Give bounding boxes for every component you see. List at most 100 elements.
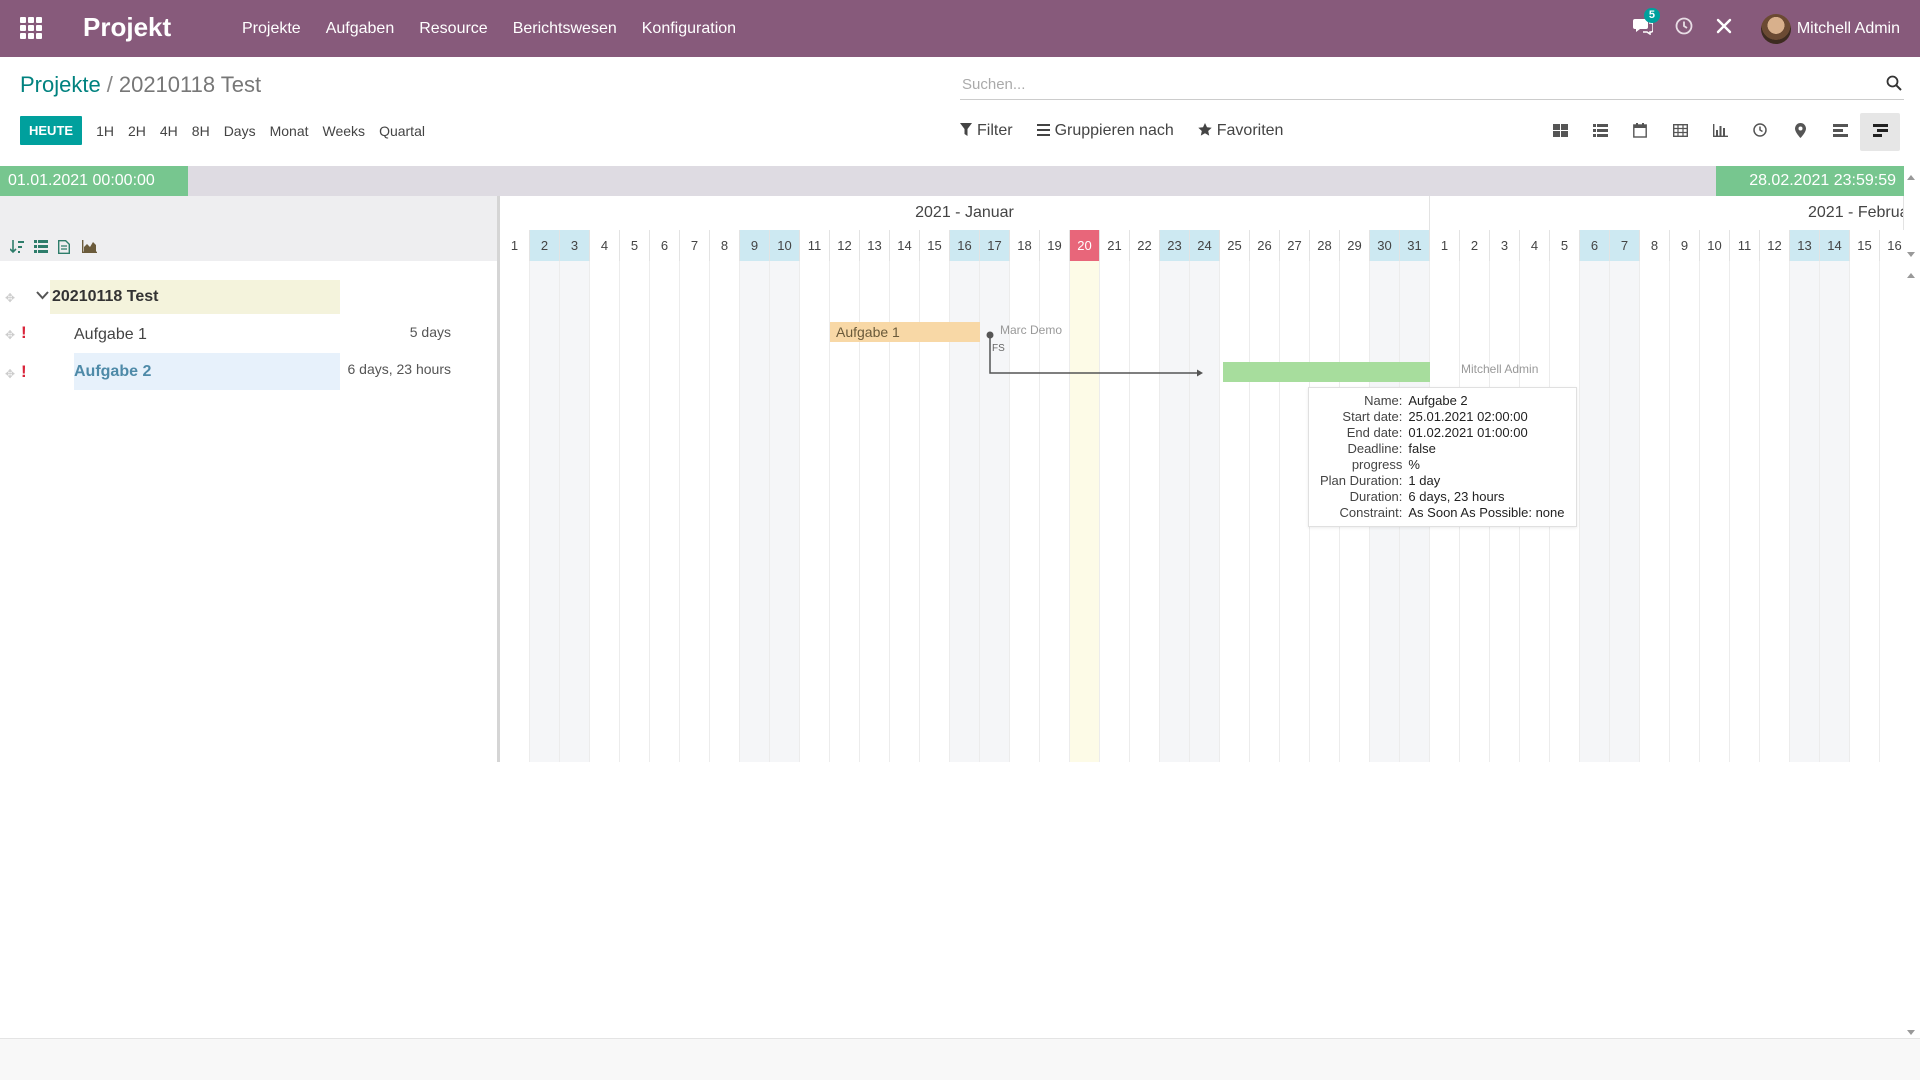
day-header-cell: 13 bbox=[1790, 230, 1820, 261]
today-button[interactable]: HEUTE bbox=[20, 116, 83, 145]
menu-item-berichtswesen[interactable]: Berichtswesen bbox=[512, 19, 617, 37]
scale-weeks-button[interactable]: Weeks bbox=[322, 122, 366, 139]
gantt-splitter[interactable] bbox=[497, 196, 500, 762]
day-column bbox=[1670, 261, 1700, 762]
scroll-up-arrow[interactable] bbox=[1906, 266, 1916, 278]
kanban-view-button[interactable] bbox=[1540, 113, 1580, 151]
list-expand-icon[interactable] bbox=[34, 240, 48, 254]
day-header-cell: 22 bbox=[1130, 230, 1160, 261]
scale-quarter-button[interactable]: Quartal bbox=[379, 122, 425, 139]
task-bar-aufgabe-2[interactable] bbox=[1223, 362, 1430, 382]
scale-8h-button[interactable]: 8H bbox=[191, 122, 210, 139]
gantt-task-row[interactable]: ✥ ! Aufgabe 1 5 days bbox=[0, 317, 497, 351]
menu-item-aufgaben[interactable]: Aufgaben bbox=[325, 19, 395, 37]
day-header-cell: 9 bbox=[1670, 230, 1700, 261]
area-chart-icon[interactable] bbox=[82, 240, 97, 254]
gantt-chart-area: 2021 - Januar 2021 - Februa 1 2 3 4 5 6 7 8 9 10 1… bbox=[500, 196, 1904, 762]
search-icon[interactable] bbox=[1886, 75, 1902, 91]
messages-button[interactable]: 5 bbox=[1632, 8, 1660, 40]
pivot-view-button[interactable] bbox=[1660, 113, 1700, 151]
menu-item-projekte[interactable]: Projekte bbox=[242, 19, 301, 37]
clock-icon bbox=[1753, 123, 1767, 141]
scale-1h-button[interactable]: 1H bbox=[96, 122, 114, 139]
day-header-cell: 21 bbox=[1100, 230, 1130, 261]
table-icon bbox=[1672, 123, 1688, 141]
day-header-cell: 1 bbox=[500, 230, 530, 261]
scroll-up-arrow[interactable] bbox=[1906, 168, 1916, 180]
graph-view-button[interactable] bbox=[1700, 113, 1740, 151]
scroll-down-arrow[interactable] bbox=[1906, 246, 1916, 257]
day-column bbox=[1100, 261, 1130, 762]
day-header-cell: 23 bbox=[1160, 230, 1190, 261]
calendar-view-button[interactable] bbox=[1620, 113, 1660, 151]
apps-grid-icon[interactable] bbox=[20, 17, 42, 39]
day-header-cell: 16 bbox=[950, 230, 980, 261]
task-duration: 5 days bbox=[409, 324, 451, 340]
tooltip-key: Start date: bbox=[1342, 409, 1403, 424]
month-label-january: 2021 - Januar bbox=[500, 196, 1430, 230]
project-name: 20210118 Test bbox=[52, 288, 159, 305]
dependency-link[interactable] bbox=[500, 196, 1904, 762]
day-column bbox=[1640, 261, 1670, 762]
day-column bbox=[1220, 261, 1250, 762]
scale-days-button[interactable]: Days bbox=[223, 122, 256, 139]
day-header-cell: 4 bbox=[590, 230, 620, 261]
list-view-button[interactable] bbox=[1580, 113, 1620, 151]
drag-handle-icon[interactable]: ✥ bbox=[5, 328, 16, 342]
activity-view-button[interactable] bbox=[1740, 113, 1780, 151]
funnel-icon bbox=[960, 122, 972, 140]
map-view-button[interactable] bbox=[1780, 113, 1820, 151]
scroll-down-arrow[interactable] bbox=[1906, 1024, 1916, 1035]
gantt-task-row[interactable]: ✥ ! Aufgabe 2 6 days, 23 hours bbox=[0, 353, 497, 390]
timeline-view-button[interactable] bbox=[1820, 113, 1860, 151]
menu-item-resource[interactable]: Resource bbox=[419, 19, 488, 37]
day-column bbox=[1010, 261, 1040, 762]
task-bar-aufgabe-1[interactable]: Aufgabe 1 bbox=[830, 322, 980, 342]
chevron-down-icon[interactable] bbox=[36, 287, 49, 303]
gantt-day-header: 1 2 3 4 5 6 7 8 9 10 11 12 13 14 15 16 17 18 19 20 21 22 23 24 2… bbox=[500, 230, 1904, 261]
task-name[interactable]: Aufgabe 1 bbox=[74, 326, 147, 343]
tooltip-value: false bbox=[1408, 441, 1436, 456]
debug-tools-button[interactable] bbox=[1715, 17, 1733, 40]
tooltip-key: progress bbox=[1351, 457, 1403, 472]
day-header-cell: 12 bbox=[830, 230, 860, 261]
sort-icon[interactable] bbox=[9, 240, 24, 254]
day-header-cell: 27 bbox=[1280, 230, 1310, 261]
favorites-button[interactable]: Favoriten bbox=[1198, 122, 1283, 140]
document-icon[interactable] bbox=[58, 240, 72, 254]
breadcrumb-parent-link[interactable]: Projekte bbox=[20, 72, 101, 97]
user-menu[interactable]: Mitchell Admin bbox=[1760, 13, 1900, 44]
scale-4h-button[interactable]: 4H bbox=[159, 122, 178, 139]
gantt-icon bbox=[1872, 123, 1888, 141]
view-switcher bbox=[1540, 113, 1900, 151]
day-header-cell: 25 bbox=[1220, 230, 1250, 261]
drag-handle-icon[interactable]: ✥ bbox=[5, 291, 16, 305]
app-name: Projekt bbox=[83, 12, 172, 42]
warning-icon: ! bbox=[21, 362, 27, 381]
breadcrumb: Projekte/20210118 Test bbox=[20, 72, 261, 98]
gantt-project-row[interactable]: ✥ 20210118 Test bbox=[0, 280, 497, 314]
dependency-type-label: FS bbox=[992, 343, 1005, 354]
activity-button[interactable] bbox=[1675, 17, 1693, 40]
bars-icon bbox=[1036, 123, 1050, 140]
filter-button[interactable]: Filter bbox=[960, 122, 1013, 140]
scale-2h-button[interactable]: 2H bbox=[127, 122, 146, 139]
task-name[interactable]: Aufgabe 2 bbox=[74, 363, 152, 380]
day-header-cell: 28 bbox=[1310, 230, 1340, 261]
breadcrumb-current: 20210118 Test bbox=[118, 72, 262, 97]
dependency-line[interactable] bbox=[989, 335, 1198, 374]
tooltip-value: 6 days, 23 hours bbox=[1408, 489, 1505, 504]
menu-item-konfiguration[interactable]: Konfiguration bbox=[641, 19, 737, 37]
day-header-cell: 14 bbox=[1820, 230, 1850, 261]
day-column bbox=[500, 261, 530, 762]
gantt-start-date[interactable]: 01.01.2021 00:00:00 bbox=[0, 166, 188, 196]
gantt-end-date[interactable]: 28.02.2021 23:59:59 bbox=[1716, 166, 1904, 196]
search-input[interactable] bbox=[960, 70, 1904, 98]
day-column bbox=[1130, 261, 1160, 762]
day-header-cell: 17 bbox=[980, 230, 1010, 261]
scale-month-button[interactable]: Monat bbox=[269, 122, 309, 139]
group-by-button[interactable]: Gruppieren nach bbox=[1036, 122, 1174, 140]
gantt-view-button[interactable] bbox=[1860, 113, 1900, 151]
drag-handle-icon[interactable]: ✥ bbox=[5, 367, 16, 381]
dependency-start-dot[interactable] bbox=[986, 331, 994, 339]
